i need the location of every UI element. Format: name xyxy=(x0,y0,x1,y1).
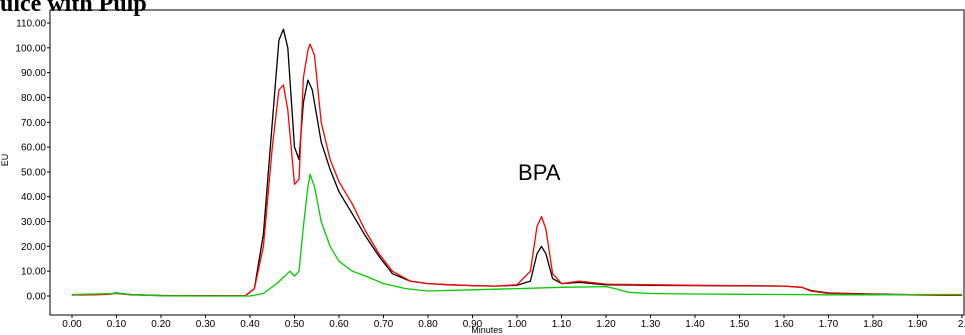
y-tick-label: 10.00 xyxy=(21,267,46,278)
x-tick-label: 0.00 xyxy=(62,319,82,330)
x-tick-label: 1.60 xyxy=(774,319,794,330)
y-tick-label: 90.00 xyxy=(21,68,46,79)
x-tick-label: 1.90 xyxy=(908,319,928,330)
chart-title: ulce with Pulp xyxy=(0,0,147,17)
x-tick-label: 2. xyxy=(958,319,965,330)
series-line-2 xyxy=(71,173,962,297)
y-tick-label: 30.00 xyxy=(21,217,46,228)
x-tick-label: 1.30 xyxy=(641,319,661,330)
x-tick-label: 0.60 xyxy=(329,319,349,330)
y-tick-label: 50.00 xyxy=(21,167,46,178)
x-tick-label: 1.10 xyxy=(552,319,572,330)
x-tick-label: 1.20 xyxy=(596,319,616,330)
x-tick-label: 0.90 xyxy=(463,319,483,330)
y-tick-label: 110.00 xyxy=(16,19,46,30)
x-tick-label: 0.70 xyxy=(374,319,394,330)
x-tick-label: 1.50 xyxy=(730,319,750,330)
x-tick-label: 1.70 xyxy=(819,319,839,330)
x-tick-label: 1.00 xyxy=(507,319,527,330)
x-tick-label: 0.20 xyxy=(151,319,171,330)
y-tick-label: 60.00 xyxy=(21,143,46,154)
y-axis-label: EU xyxy=(0,154,10,167)
x-tick-label: 0.40 xyxy=(240,319,260,330)
x-tick-label: 0.50 xyxy=(285,319,305,330)
x-tick-label: 0.80 xyxy=(418,319,438,330)
x-axis-label: Minutes xyxy=(471,325,503,335)
y-tick-label: 0.00 xyxy=(27,292,47,303)
y-tick-label: 40.00 xyxy=(21,192,46,203)
x-tick-label: 1.80 xyxy=(863,319,883,330)
y-tick-label: 100.00 xyxy=(15,43,46,54)
series-line-1 xyxy=(71,43,963,297)
x-tick-label: 1.40 xyxy=(685,319,705,330)
y-tick-label: 20.00 xyxy=(21,242,46,253)
y-tick-label: 70.00 xyxy=(21,118,46,129)
plot-frame xyxy=(49,9,965,316)
y-tick-label: 80.00 xyxy=(21,93,46,104)
x-tick-label: 0.10 xyxy=(107,319,127,330)
annotation-label: BPA xyxy=(518,160,561,185)
x-tick-label: 0.30 xyxy=(196,319,216,330)
series-line-0 xyxy=(71,28,963,297)
